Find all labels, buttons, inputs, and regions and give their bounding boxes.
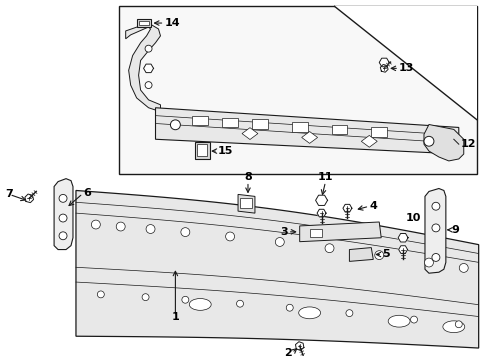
Text: 1: 1 bbox=[172, 311, 179, 321]
Polygon shape bbox=[302, 131, 318, 143]
Polygon shape bbox=[119, 6, 477, 174]
Polygon shape bbox=[144, 64, 153, 73]
Circle shape bbox=[116, 222, 125, 231]
Circle shape bbox=[145, 45, 152, 52]
Text: 12: 12 bbox=[461, 139, 476, 149]
Bar bbox=[222, 117, 238, 127]
Circle shape bbox=[142, 294, 149, 301]
Polygon shape bbox=[335, 6, 477, 120]
Polygon shape bbox=[343, 204, 352, 212]
Polygon shape bbox=[155, 108, 459, 154]
Circle shape bbox=[146, 225, 155, 233]
Polygon shape bbox=[424, 125, 464, 161]
Polygon shape bbox=[137, 19, 150, 27]
Circle shape bbox=[182, 296, 189, 303]
Circle shape bbox=[455, 321, 462, 328]
Text: 11: 11 bbox=[318, 172, 333, 181]
Bar bbox=[192, 116, 208, 125]
Circle shape bbox=[432, 224, 440, 232]
Circle shape bbox=[424, 136, 434, 146]
Circle shape bbox=[225, 232, 235, 241]
Text: 7: 7 bbox=[5, 189, 13, 199]
Circle shape bbox=[375, 251, 384, 260]
Text: 5: 5 bbox=[382, 249, 390, 260]
Ellipse shape bbox=[443, 321, 465, 333]
Text: 14: 14 bbox=[165, 18, 180, 28]
Circle shape bbox=[171, 120, 180, 130]
Text: 3: 3 bbox=[280, 227, 288, 237]
Circle shape bbox=[424, 258, 434, 267]
Bar bbox=[240, 198, 252, 208]
Bar bbox=[139, 21, 148, 25]
Text: 8: 8 bbox=[244, 172, 252, 181]
Bar bbox=[292, 122, 308, 132]
Circle shape bbox=[59, 214, 67, 222]
Polygon shape bbox=[238, 194, 255, 213]
Circle shape bbox=[145, 82, 152, 89]
Ellipse shape bbox=[299, 307, 320, 319]
Polygon shape bbox=[399, 246, 408, 253]
Ellipse shape bbox=[189, 298, 211, 310]
Bar bbox=[197, 144, 207, 156]
Circle shape bbox=[459, 264, 468, 273]
Bar bbox=[310, 229, 321, 237]
Circle shape bbox=[411, 316, 417, 323]
Polygon shape bbox=[361, 135, 377, 147]
Bar bbox=[371, 127, 387, 137]
Polygon shape bbox=[300, 222, 381, 242]
Circle shape bbox=[275, 238, 284, 246]
Circle shape bbox=[91, 220, 100, 229]
Polygon shape bbox=[125, 23, 161, 112]
Polygon shape bbox=[380, 64, 388, 72]
Circle shape bbox=[286, 304, 293, 311]
Text: 9: 9 bbox=[452, 225, 460, 235]
Polygon shape bbox=[316, 195, 327, 206]
Circle shape bbox=[325, 244, 334, 253]
Circle shape bbox=[59, 232, 67, 240]
Polygon shape bbox=[317, 209, 326, 217]
Polygon shape bbox=[242, 128, 258, 139]
Circle shape bbox=[98, 291, 104, 298]
Circle shape bbox=[59, 194, 67, 202]
Circle shape bbox=[237, 300, 244, 307]
Text: 2: 2 bbox=[284, 348, 292, 358]
Polygon shape bbox=[349, 248, 373, 261]
Text: 4: 4 bbox=[369, 201, 377, 211]
Text: 10: 10 bbox=[406, 213, 421, 223]
Text: 13: 13 bbox=[399, 63, 415, 73]
Polygon shape bbox=[425, 189, 446, 273]
Polygon shape bbox=[379, 58, 389, 67]
Bar bbox=[332, 125, 347, 135]
Polygon shape bbox=[398, 234, 408, 242]
Polygon shape bbox=[196, 142, 210, 159]
Circle shape bbox=[346, 310, 353, 316]
Text: 15: 15 bbox=[218, 146, 234, 156]
Bar bbox=[252, 120, 268, 129]
Polygon shape bbox=[76, 190, 479, 348]
Polygon shape bbox=[295, 342, 304, 350]
Text: 6: 6 bbox=[83, 188, 91, 198]
Ellipse shape bbox=[388, 315, 410, 327]
Circle shape bbox=[432, 202, 440, 210]
Polygon shape bbox=[54, 179, 73, 249]
Polygon shape bbox=[25, 194, 33, 203]
Circle shape bbox=[181, 228, 190, 237]
Circle shape bbox=[432, 253, 440, 261]
